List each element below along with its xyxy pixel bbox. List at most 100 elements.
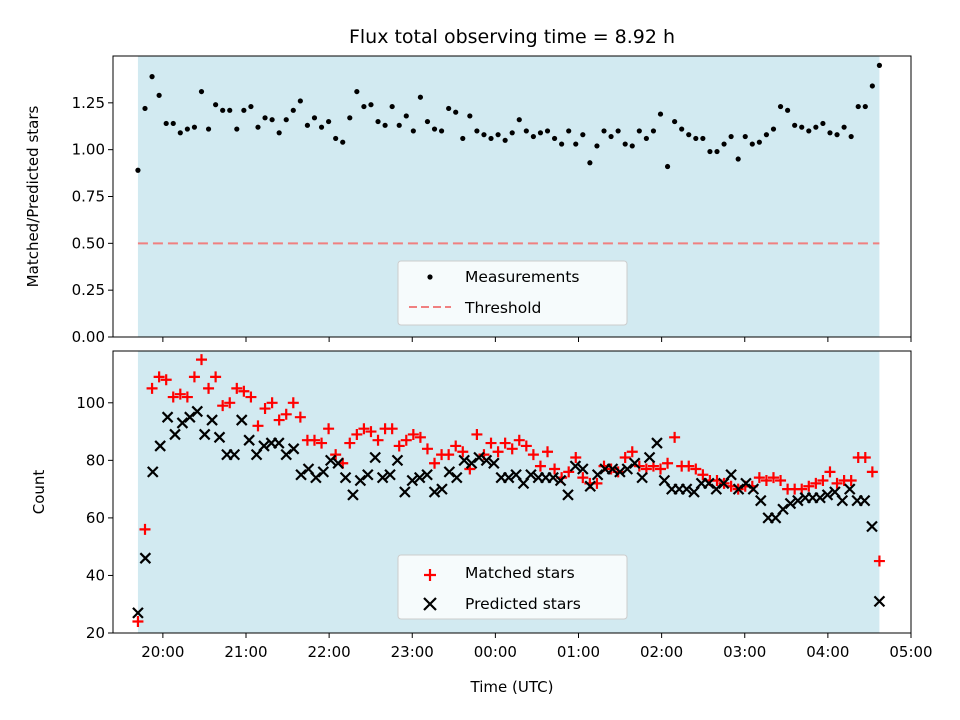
predicted-star-point — [399, 486, 411, 498]
predicted-star-point — [243, 434, 255, 446]
matched-star-point — [203, 382, 215, 394]
measurement-point — [163, 120, 169, 127]
predicted-star-point — [866, 520, 878, 533]
matched-star-point — [146, 382, 158, 394]
predicted-star-point — [680, 483, 693, 495]
measurement-point — [714, 148, 720, 155]
predicted-star-point — [754, 494, 767, 507]
measurement-point — [573, 141, 579, 147]
predicted-star-point — [873, 595, 886, 608]
matched-star-point — [492, 446, 504, 458]
measurement-point — [728, 133, 734, 140]
matched-star-point — [542, 446, 554, 458]
measurement-point — [467, 113, 473, 119]
measurement-point — [848, 133, 854, 140]
predicted-star-point — [198, 428, 211, 441]
measurement-point — [537, 130, 544, 136]
matched-star-point — [753, 472, 765, 484]
legend-predicted-label: Predicted stars — [465, 595, 581, 613]
measurement-point — [721, 141, 727, 147]
measurement-point — [283, 117, 289, 123]
measurement-point — [488, 135, 494, 142]
measurement-point — [657, 111, 664, 117]
measurement-point — [354, 88, 360, 95]
measurement-point — [304, 122, 311, 128]
matched-star-point — [273, 414, 285, 426]
ratio-x-ticks — [162, 337, 912, 342]
measurement-point — [820, 120, 826, 127]
matched-star-point — [181, 391, 193, 403]
measurement-point — [749, 141, 755, 147]
matched-star-point — [775, 474, 787, 486]
x-tick-label: 04:00 — [806, 643, 849, 661]
matched-stars-points — [132, 354, 885, 627]
matched-star-point — [831, 477, 843, 489]
legend-matched-label: Matched stars — [465, 564, 575, 582]
predicted-star-point — [584, 480, 597, 493]
predicted-star-point — [413, 471, 426, 484]
measurement-point — [587, 160, 593, 166]
matched-star-point — [443, 449, 455, 461]
matched-star-point — [450, 440, 462, 452]
measurement-point — [664, 163, 671, 170]
measurement-point — [368, 102, 374, 108]
matched-star-point — [534, 460, 546, 472]
measurement-point — [693, 135, 699, 142]
measurement-point — [403, 113, 409, 119]
predicted-star-point — [784, 497, 797, 510]
measurement-point — [276, 130, 282, 136]
matched-star-point — [577, 472, 589, 484]
x-tick-label: 00:00 — [474, 643, 517, 661]
matched-star-point — [810, 477, 822, 489]
y-tick-label: 0.25 — [72, 281, 105, 299]
measurement-point — [813, 124, 819, 130]
predicted-star-point — [280, 448, 293, 461]
measurement-point — [227, 107, 233, 113]
count-panel: 20 40 60 80 100 20:00 21:00 22:00 23:00 00:00 01:… — [30, 350, 933, 696]
y-tick-label: 100 — [76, 394, 105, 412]
matched-star-point — [266, 397, 278, 409]
predicted-star-point — [458, 454, 470, 467]
measurement-point — [551, 135, 558, 142]
measurement-point — [135, 167, 141, 173]
matched-star-point — [817, 474, 829, 486]
predicted-star-point — [317, 466, 330, 478]
matched-star-point — [308, 434, 320, 446]
measurement-point — [149, 74, 155, 80]
predicted-star-point — [362, 468, 374, 481]
predicted-star-point — [184, 411, 196, 423]
y-tick-label: 0.00 — [72, 328, 105, 346]
matched-star-point — [421, 443, 433, 455]
matched-star-point — [188, 371, 200, 383]
measurement-point — [177, 130, 183, 136]
measurement-point — [389, 103, 395, 110]
x-tick-label: 05:00 — [889, 643, 932, 661]
chart-title: Flux total observing time = 8.92 h — [349, 26, 675, 48]
measurement-point — [806, 128, 812, 134]
predicted-star-point — [636, 471, 648, 484]
predicted-star-point — [450, 471, 463, 484]
x-tick-label: 01:00 — [557, 643, 600, 661]
measurement-point — [770, 126, 777, 132]
measurement-point — [424, 118, 431, 125]
predicted-star-point — [858, 494, 871, 507]
measurement-point — [869, 83, 875, 89]
y-tick-label: 40 — [86, 566, 105, 584]
measurement-point — [481, 132, 487, 138]
predicted-star-point — [347, 489, 359, 501]
matched-star-point — [683, 460, 695, 472]
predicted-star-point — [324, 454, 337, 467]
count-x-ticks: 20:00 21:00 22:00 23:00 00:00 01:00 02:00 03:00… — [141, 633, 933, 661]
measurement-point — [361, 103, 367, 110]
predicted-star-point — [502, 471, 515, 484]
matched-star-point — [513, 434, 525, 446]
predicted-star-point — [732, 483, 745, 495]
y-tick-label: 1.25 — [72, 94, 105, 112]
measurement-point — [756, 139, 762, 145]
measurement-point — [601, 128, 607, 134]
predicted-star-point — [547, 471, 559, 484]
y-tick-label: 0.50 — [72, 234, 105, 252]
predicted-star-point — [176, 417, 189, 429]
matched-star-point — [457, 446, 469, 458]
count-legend-box — [397, 554, 628, 620]
